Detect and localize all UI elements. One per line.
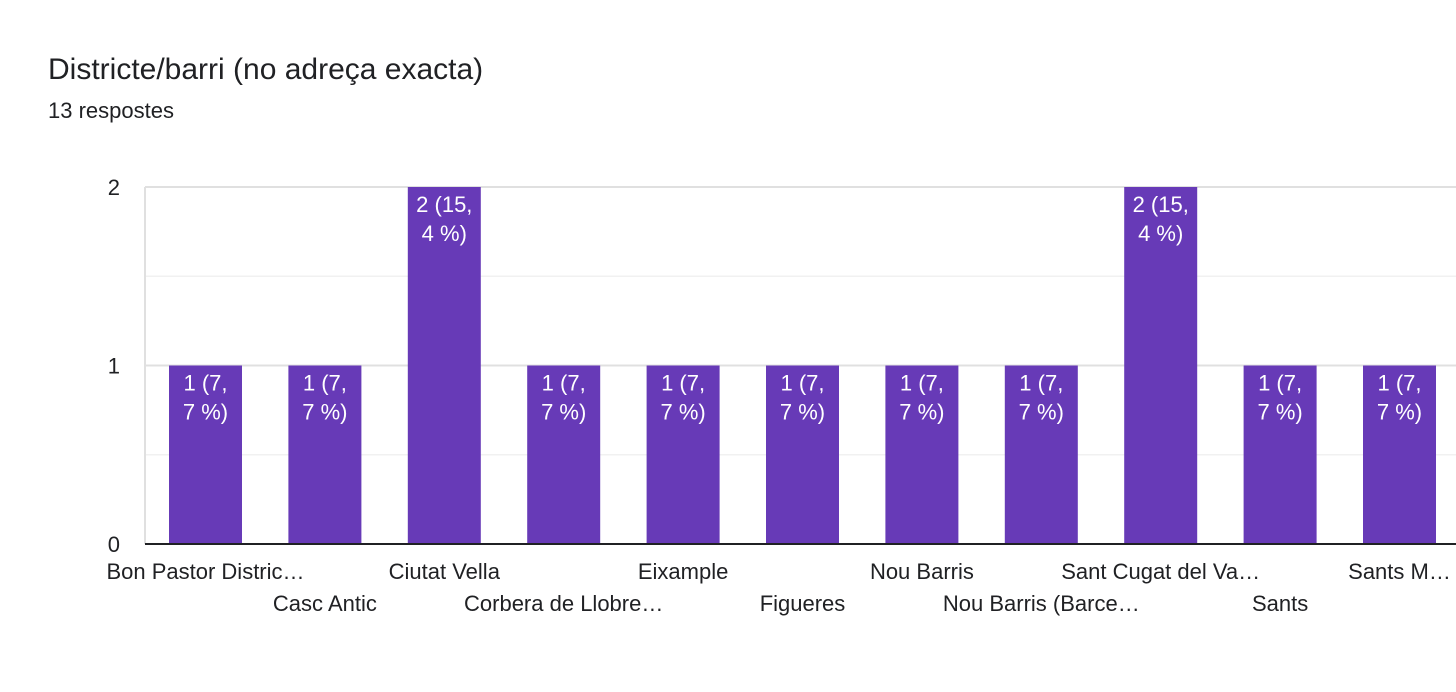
bar[interactable] — [1004, 365, 1078, 545]
data-label: 7 %) — [1019, 400, 1064, 425]
x-category-label: Corbera de Llobre… — [464, 591, 663, 616]
data-label: 7 %) — [183, 400, 228, 425]
bar[interactable] — [1243, 365, 1317, 545]
y-tick-label: 2 — [108, 175, 120, 200]
x-category-label: Figueres — [760, 591, 846, 616]
data-label: 4 %) — [422, 221, 467, 246]
data-label: 1 (7, — [303, 371, 347, 396]
x-category-label: Sants — [1252, 591, 1308, 616]
chart-title: Districte/barri (no adreça exacta) — [48, 53, 484, 86]
data-label: 1 (7, — [1019, 371, 1063, 396]
data-label: 7 %) — [660, 400, 705, 425]
x-category-label: Casc Antic — [273, 591, 377, 616]
data-label: 1 (7, — [900, 371, 944, 396]
y-axis-ticks: 0 1 2 — [108, 175, 120, 557]
data-label: 1 (7, — [780, 371, 824, 396]
bar[interactable] — [646, 365, 720, 545]
x-category-label: Sants M… — [1348, 559, 1451, 584]
data-label: 2 (15, — [416, 192, 472, 217]
bar[interactable] — [1363, 365, 1436, 545]
data-label: 1 (7, — [1258, 371, 1302, 396]
x-category-label: Ciutat Vella — [389, 559, 501, 584]
x-axis-labels: Bon Pastor Distric… Casc Antic Ciutat Vell… — [106, 559, 1450, 616]
data-label: 1 (7, — [183, 371, 227, 396]
bar[interactable] — [1124, 187, 1198, 544]
response-count: 13 respostes — [48, 98, 174, 123]
y-tick-label: 1 — [108, 354, 120, 379]
data-label: 7 %) — [899, 400, 944, 425]
data-label: 7 %) — [780, 400, 825, 425]
data-label: 4 %) — [1138, 221, 1183, 246]
data-label: 1 (7, — [1377, 371, 1421, 396]
bar[interactable] — [885, 365, 959, 545]
bar[interactable] — [288, 365, 362, 545]
x-category-label: Sant Cugat del Va… — [1061, 559, 1260, 584]
x-category-label: Eixample — [638, 559, 728, 584]
data-label: 7 %) — [1377, 400, 1422, 425]
x-category-label: Bon Pastor Distric… — [106, 559, 304, 584]
data-label: 7 %) — [1257, 400, 1302, 425]
data-label: 7 %) — [541, 400, 586, 425]
x-category-label: Nou Barris — [870, 559, 974, 584]
data-label: 2 (15, — [1133, 192, 1189, 217]
x-category-label: Nou Barris (Barce… — [943, 591, 1140, 616]
bar[interactable] — [407, 187, 481, 544]
bars: 1 (7, 7 %) 1 (7, 7 %) 2 (15, 4 %) 1 (7, 7 %) 1 (… — [169, 187, 1436, 544]
y-tick-label: 0 — [108, 532, 120, 557]
bar[interactable] — [527, 365, 601, 545]
data-label: 7 %) — [302, 400, 347, 425]
data-label: 1 (7, — [661, 371, 705, 396]
bar[interactable] — [169, 365, 242, 545]
bar[interactable] — [766, 365, 839, 545]
data-label: 1 (7, — [542, 371, 586, 396]
